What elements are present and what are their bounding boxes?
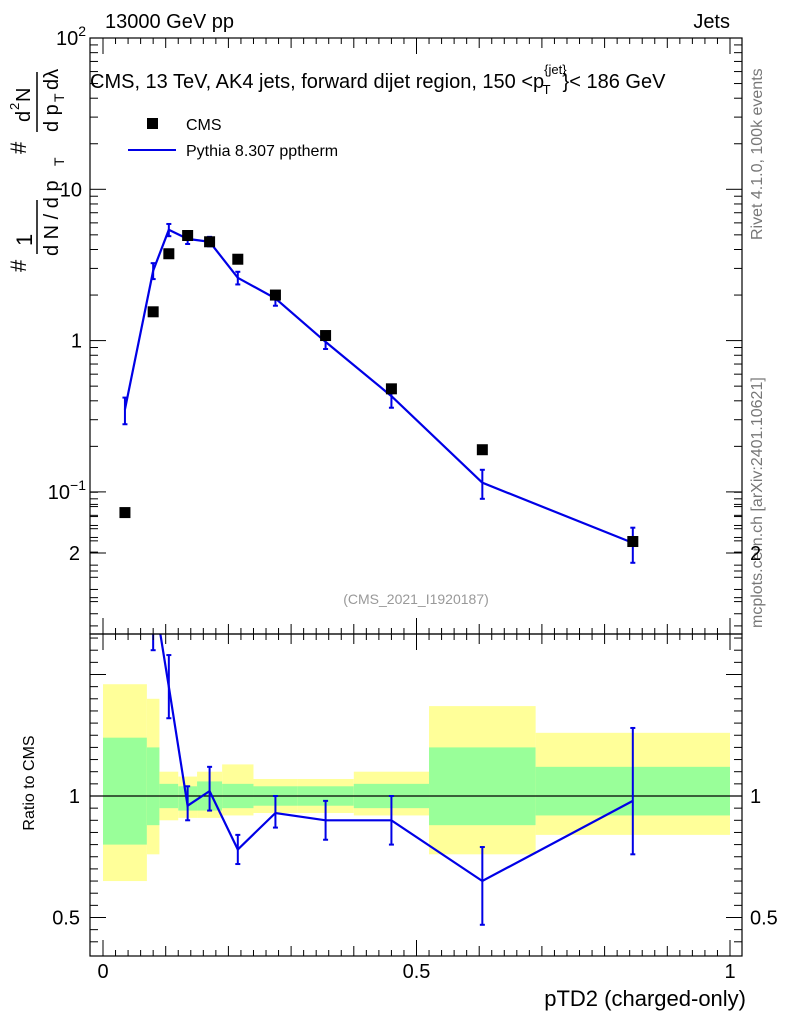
mcplots-label: mcplots.cern.ch [arXiv:2401.10621] [749,377,766,628]
cms-series [119,230,639,548]
ylabel-hash1: # [6,259,31,272]
main-panel: 102 10 1 10−1 [48,23,743,635]
cms-data-point [182,230,194,242]
main-ytick-label: 102 [56,23,86,50]
ratio-ytick-labels: 2 2 1 1 0.5 0.5 [52,543,778,930]
analysis-watermark: (CMS_2021_I1920187) [343,591,489,607]
ylabel-d2n-tail: N [13,88,35,102]
ylabel-dn: d N / d p [41,180,63,256]
header-left: 13000 GeV pp [105,11,234,33]
cms-data-point [163,248,175,260]
ratio-ytick-label-left: 1 [69,786,80,808]
main-ytick-label: 1 [71,331,82,353]
x-tick-labels: 0 0.5 1 [97,961,735,983]
x-tick-label: 0.5 [403,961,431,983]
ratio-axis-ticks [90,491,742,956]
cms-data-point [147,306,159,318]
ylabel-dpt: d p [41,104,63,132]
x-tick-label: 1 [724,961,735,983]
band-inner [146,747,160,826]
ylabel-dpt-sub: T [51,93,67,102]
main-ytick-label: 10−1 [48,477,86,504]
cms-data-point [119,507,131,519]
main-y-axis-label: # 1 d N / d p T # d 2 N d p T dλ [6,69,67,272]
ylabel-d2n-sup: 2 [7,103,22,110]
band-inner [103,737,147,845]
ylabel-one: 1 [12,234,37,246]
ratio-ytick-label-left: 2 [69,543,80,565]
title-sup: {jet} [544,62,567,77]
ratio-ytick-label-left: 0.5 [52,908,80,930]
ratio-ytick-label-right: 0.5 [750,908,778,930]
legend-pythia-label: Pythia 8.307 pptherm [186,143,338,160]
x-axis-label: pTD2 (charged-only) [544,986,746,1011]
legend-cms-marker [147,118,158,129]
ylabel-dlambda: dλ [41,69,63,90]
ratio-pythia-series [150,634,636,926]
legend: CMS Pythia 8.307 pptherm [128,117,338,160]
band-inner [429,747,536,826]
title-sub: T [543,82,551,97]
cms-data-point [476,444,488,456]
cms-data-point [232,253,244,265]
main-ytick-label: 10 [60,179,82,201]
ratio-ytick-label-right: 1 [750,786,761,808]
x-tick-label: 0 [97,961,108,983]
ylabel-hash2: # [6,141,31,154]
cms-data-point [204,236,216,248]
cms-data-point [385,383,397,395]
main-ytick-labels: 102 10 1 10−1 [48,23,86,504]
header-right: Jets [693,11,730,33]
title-tail: }< 186 GeV [563,71,667,93]
legend-cms-label: CMS [186,117,222,134]
ratio-uncertainty-bands [103,684,730,882]
ylabel-d2n: d [13,111,35,122]
ratio-ytick-label-right: 2 [750,543,761,565]
plot-title: CMS, 13 TeV, AK4 jets, forward dijet reg… [90,62,666,97]
ratio-panel: 2 21 10.5 0.5 0 0.5 1 Ratio to CMS pTD2 (char… [21,491,778,1011]
cms-data-point [627,536,639,548]
pythia-line [123,228,634,544]
ylabel-dn-sub: T [51,157,67,166]
title-main: CMS, 13 TeV, AK4 jets, forward dijet reg… [90,71,544,93]
pythia-series [122,222,636,564]
cms-data-point [320,330,332,342]
cms-data-point [269,289,281,301]
rivet-version-label: Rivet 4.1.0, 100k events [749,68,766,240]
main-axis-ticks [90,38,742,634]
ratio-y-axis-label: Ratio to CMS [21,735,38,830]
